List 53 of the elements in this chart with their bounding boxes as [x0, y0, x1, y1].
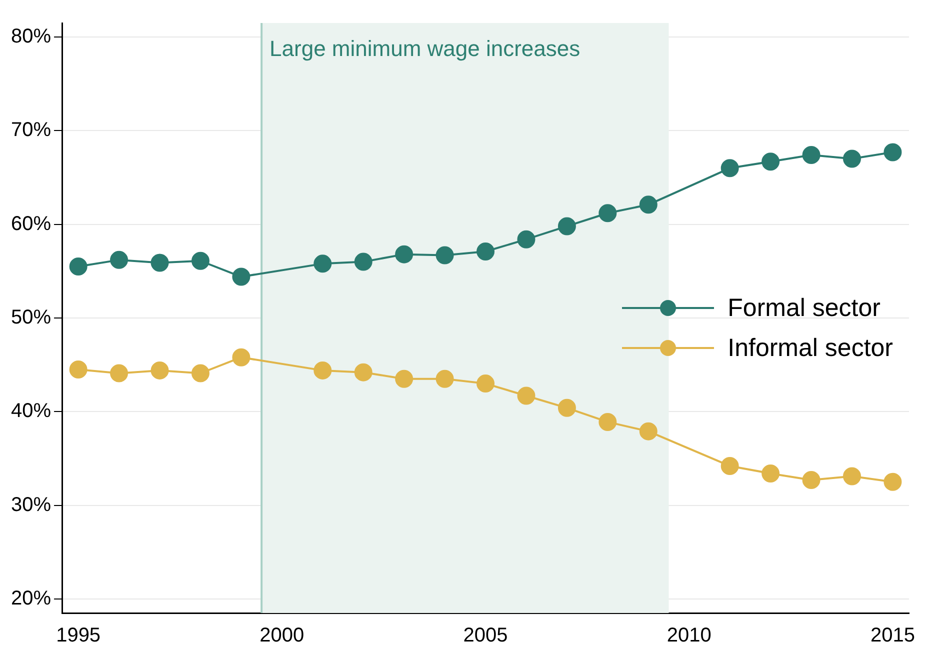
point: [354, 252, 372, 271]
y-tick-label: 30%: [11, 494, 52, 516]
point: [110, 364, 128, 382]
x-tick-label: 2010: [666, 624, 712, 647]
point: [884, 472, 902, 491]
point: [802, 146, 820, 164]
point: [69, 257, 88, 276]
point: [517, 230, 536, 248]
point: [558, 217, 576, 236]
x-tick-label: 2000: [260, 624, 304, 647]
x-tick-label: 2015: [870, 624, 915, 647]
y-tick-label: 80%: [11, 26, 52, 48]
point: [842, 467, 861, 486]
point: [110, 250, 128, 269]
point: [842, 150, 861, 168]
point: [314, 254, 332, 273]
point: [232, 268, 250, 286]
point: [395, 370, 414, 388]
x-tick-label: 1995: [56, 624, 101, 647]
point: [232, 348, 250, 366]
point: [354, 363, 372, 382]
point: [191, 364, 210, 382]
point: [476, 374, 495, 393]
y-tick-label: 20%: [11, 587, 52, 610]
point: [720, 159, 739, 178]
y-tick-label: 60%: [11, 212, 52, 235]
point: [517, 386, 536, 405]
point: [150, 254, 169, 272]
point: [639, 196, 658, 214]
point: [598, 412, 617, 431]
legend-label: Formal sector: [728, 294, 880, 322]
point: [762, 464, 780, 482]
y-tick-label: 40%: [11, 400, 52, 422]
point: [720, 456, 739, 475]
point: [69, 360, 88, 379]
point: [314, 361, 332, 380]
point: [762, 152, 780, 171]
point: [558, 398, 576, 417]
point: [395, 245, 414, 264]
band-label: Large minimum wage increases: [270, 36, 580, 62]
point: [436, 246, 454, 264]
y-tick-label: 50%: [11, 306, 52, 329]
point: [476, 242, 495, 261]
point: [598, 204, 617, 222]
point: [436, 370, 454, 388]
point: [191, 252, 210, 270]
legend-label: Informal sector: [728, 334, 893, 362]
point: [884, 143, 902, 162]
point: [150, 361, 169, 380]
point: [639, 422, 658, 440]
y-tick-label: 70%: [11, 119, 52, 142]
x-tick-label: 2005: [463, 624, 508, 647]
point: [802, 471, 820, 490]
